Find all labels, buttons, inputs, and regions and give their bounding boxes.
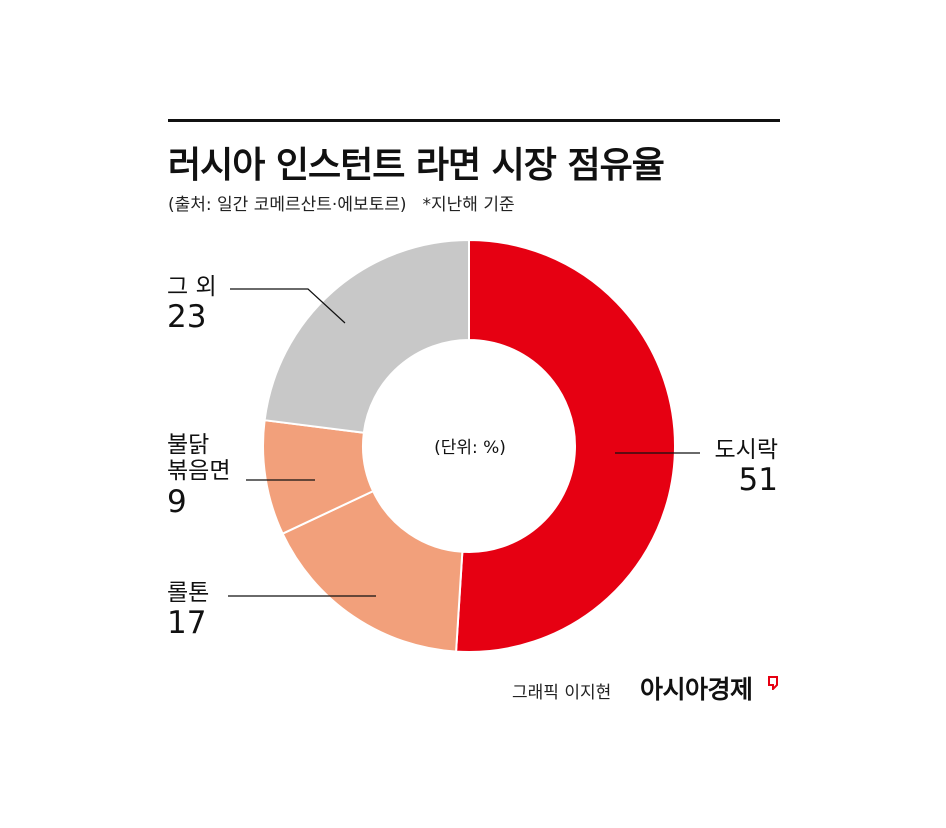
label-dosirak-value: 51 bbox=[738, 462, 778, 499]
label-other: 그 외 23 bbox=[167, 274, 217, 336]
leader-line-other bbox=[230, 288, 346, 324]
chart-title: 러시아 인스턴트 라면 시장 점유율 bbox=[168, 145, 665, 186]
basis-note: *지난해 기준 bbox=[422, 195, 515, 215]
label-buldak-value: 9 bbox=[167, 483, 187, 520]
label-dosirak-name: 도시락 bbox=[714, 437, 778, 463]
source-note: (출처: 일간 코메르산트·에보토르) bbox=[168, 195, 407, 215]
label-dosirak: 도시락 51 bbox=[700, 437, 778, 499]
chart-subtitle: (출처: 일간 코메르산트·에보토르) *지난해 기준 bbox=[168, 190, 531, 215]
slice-rolton bbox=[281, 489, 464, 653]
label-rolton-name: 롤톤 bbox=[167, 580, 210, 606]
leader-lines-group bbox=[228, 288, 700, 597]
unit-note: (단위: %) bbox=[434, 438, 506, 458]
label-rolton: 롤톤 17 bbox=[167, 580, 209, 642]
brand-logo-text: 아시아경제 bbox=[640, 675, 753, 704]
label-buldak-name-1: 불닭 bbox=[167, 432, 210, 458]
graphic-credit: 그래픽 이지현 bbox=[512, 683, 612, 703]
label-buldak: 불닭 볶음면 9 bbox=[167, 432, 230, 521]
slices-group bbox=[262, 238, 676, 653]
brand-mark-icon bbox=[768, 676, 778, 690]
label-rolton-value: 17 bbox=[167, 605, 207, 642]
slice-dosirak bbox=[455, 238, 676, 653]
label-buldak-name-2: 볶음면 bbox=[167, 458, 231, 485]
label-other-name: 그 외 bbox=[167, 274, 217, 300]
slice-other bbox=[263, 238, 470, 434]
label-other-value: 23 bbox=[167, 299, 207, 336]
header-rule bbox=[168, 119, 780, 122]
